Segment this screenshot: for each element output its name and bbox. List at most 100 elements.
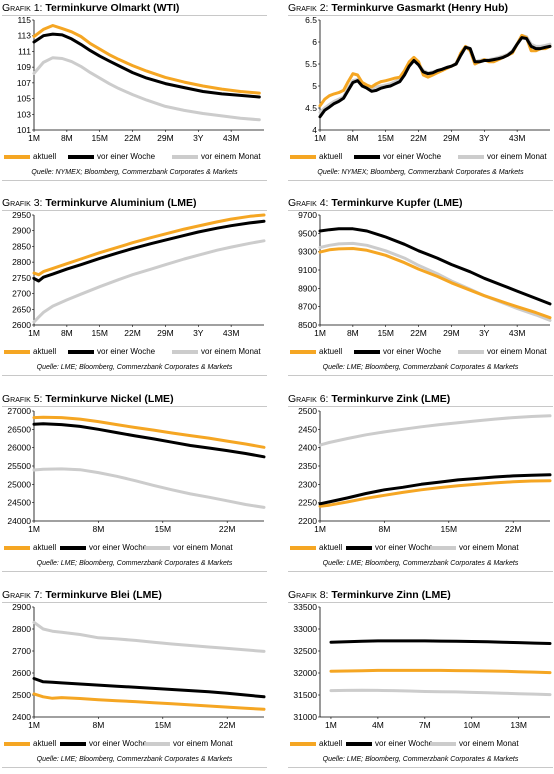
line-chart: 4 4.5 5 5.5 6 6.5 1M 8M 15M 22M 29M 3Y 43M [305,15,552,143]
y-tick-label: 2600 [12,320,31,330]
x-tick-label: 8M [61,133,73,143]
legend-swatch [172,154,198,159]
x-tick-label: 15M [377,133,394,143]
chart-legend: aktuell vor einer Woche vor einem Monat [4,739,267,751]
legend-label: aktuell [319,152,343,161]
line-chart: 2400 2500 2600 2700 2800 2900 1M 8M 15M 22M [12,602,266,730]
y-tick-label: 2250 [298,498,317,508]
x-tick-label: 1M [28,524,40,534]
legend-entry: vor einer Woche [68,347,155,356]
chart-legend: aktuell vor einer Woche vor einem Monat [290,739,553,751]
title-divider [2,15,267,16]
x-tick-label: 15M [377,328,394,338]
line-chart: 8500 8700 8900 9100 9300 9500 9700 1M 8M 15M 22M 29… [298,210,552,338]
legend-swatch [458,349,484,354]
legend-entry: aktuell [290,152,342,161]
legend-label: vor einem Monat [487,152,547,161]
chart-title: Grafik 3: Terminkurve Aluminium (LME) [2,197,196,209]
y-tick-label: 109 [17,62,31,72]
legend-label: vor einer Woche [383,152,442,161]
y-tick-label: 2800 [12,624,31,634]
y-tick-label: 9300 [298,247,317,257]
legend-swatch [354,349,380,354]
y-tick-label: 2750 [12,273,31,283]
legend-label: vor einer Woche [383,347,442,356]
chart-panel-7: Grafik 7: Terminkurve Blei (LME) 2400 2500… [2,589,267,774]
legend-entry: vor einem Monat [430,543,519,552]
y-tick-label: 5.5 [305,59,317,69]
chart-title: Grafik 8: Terminkurve Zinn (LME) [288,589,451,601]
chart-title: Grafik 6: Terminkurve Zink (LME) [288,393,450,405]
y-tick-label: 25000 [7,479,31,489]
chart-number-label: Grafik 1: [2,2,43,14]
x-tick-label: 43M [223,133,240,143]
chart-title-text: Terminkurve Nickel (LME) [42,393,174,405]
y-tick-label: 2850 [12,241,31,251]
x-tick-label: 22M [505,524,522,534]
y-tick-label: 2400 [298,443,317,453]
title-divider [288,406,553,407]
legend-label: vor einer Woche [97,152,156,161]
legend-label: vor einer Woche [375,739,434,748]
x-tick-label: 3Y [479,133,490,143]
y-tick-label: 8500 [298,320,317,330]
y-tick-label: 31500 [293,690,317,700]
chart-number-label: Grafik 5: [2,393,43,405]
x-tick-label: 8M [347,133,359,143]
legend-swatch [290,154,316,159]
chart-title-text: Terminkurve Kupfer (LME) [328,197,463,209]
title-divider [2,602,267,603]
y-tick-label: 24500 [7,498,31,508]
legend-entry: vor einer Woche [346,739,433,748]
chart-legend: aktuell vor einer Woche vor einem Monat [4,543,267,555]
chart-title-text: Terminkurve Gasmarkt (Henry Hub) [328,2,508,14]
x-tick-label: 4M [372,720,384,730]
series-line-vor-einer-woche [318,36,552,119]
legend-swatch [144,545,170,550]
series-line-vor-einem-monat [329,688,552,697]
x-tick-label: 1M [314,524,326,534]
legend-swatch [4,154,30,159]
legend-label: aktuell [319,739,343,748]
chart-source: Quelle: LME; Bloomberg, Commerzbank Corp… [36,364,233,371]
legend-entry: aktuell [4,347,56,356]
chart-panel-2: Grafik 2: Terminkurve Gasmarkt (Henry Hu… [288,2,553,187]
x-tick-label: 8M [61,328,73,338]
y-tick-label: 8700 [298,302,317,312]
legend-entry: vor einer Woche [60,543,147,552]
x-tick-label: 1M [314,328,326,338]
legend-swatch [172,349,198,354]
chart-title-text: Terminkurve Olmarkt (WTI) [42,2,180,14]
series-line-vor-einem-monat [32,620,266,653]
bottom-divider [2,767,267,768]
series-line-vor-einem-monat [32,467,266,509]
chart-panel-5: Grafik 5: Terminkurve Nickel (LME) 24000 2… [2,393,267,578]
chart-title-text: Terminkurve Zinn (LME) [328,589,451,601]
y-tick-label: 33000 [293,624,317,634]
legend-label: vor einem Monat [487,347,547,356]
legend-swatch [60,741,86,746]
chart-title-text: Terminkurve Blei (LME) [42,589,162,601]
legend-entry: vor einer Woche [68,152,155,161]
y-tick-label: 2900 [12,226,31,236]
x-tick-label: 15M [155,720,172,730]
line-chart: 31000 31500 32000 32500 33000 33500 1M 4M 7M 10M 1… [293,602,552,730]
x-tick-label: 29M [157,328,174,338]
x-tick-label: 43M [509,328,526,338]
line-chart: 2200 2250 2300 2350 2400 2450 2500 1M 8M 15M 22M [298,406,552,534]
x-tick-label: 3Y [193,133,204,143]
chart-title-text: Terminkurve Aluminium (LME) [42,197,197,209]
legend-entry: vor einem Monat [458,152,547,161]
x-tick-label: 22M [410,328,427,338]
x-tick-label: 29M [443,133,460,143]
series-line-aktuell [32,213,266,277]
chart-panel-6: Grafik 6: Terminkurve Zink (LME) 2200 2250… [288,393,553,578]
bottom-divider [288,375,553,376]
chart-panel-8: Grafik 8: Terminkurve Zinn (LME) 31000 315… [288,589,553,774]
chart-title: Grafik 7: Terminkurve Blei (LME) [2,589,162,601]
bottom-divider [2,180,267,181]
series-line-aktuell [32,24,261,95]
legend-entry: vor einem Monat [144,739,233,748]
chart-source: Quelle: LME; Bloomberg, Commerzbank Corp… [322,756,519,763]
legend-entry: aktuell [290,347,342,356]
